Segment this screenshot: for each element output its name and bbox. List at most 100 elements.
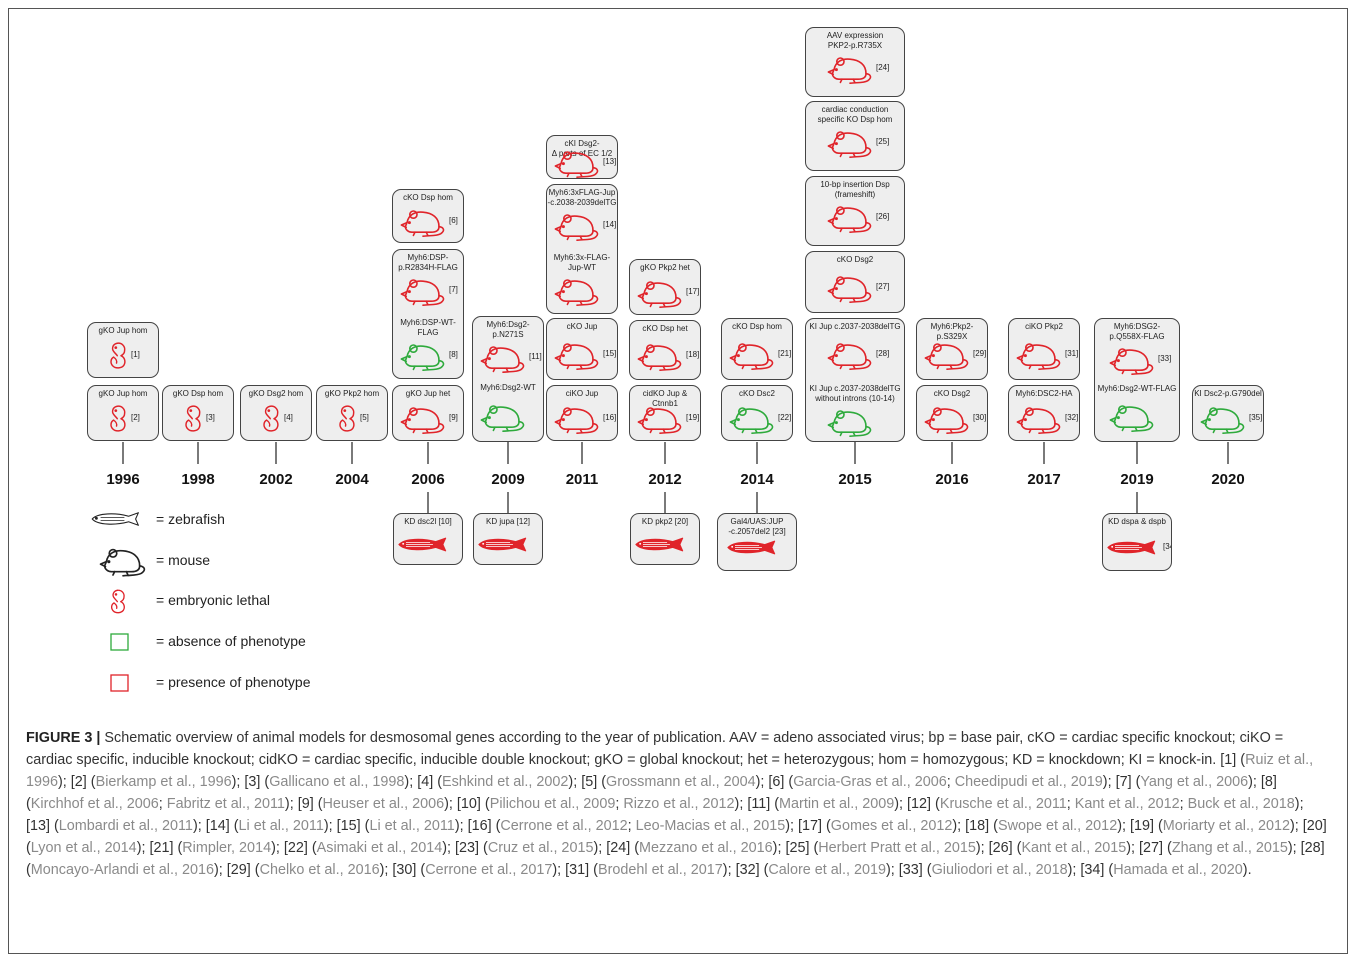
citation-link[interactable]: Grossmann et al., 2004 <box>606 774 756 790</box>
model-label: Myh6:Dsg2-WT <box>473 383 543 393</box>
caption-text: ); [11] ( <box>734 796 780 812</box>
mouse-icon <box>826 126 874 163</box>
model-label-line: Myh6:Pkp2-p.S329X <box>930 322 974 341</box>
citation-link[interactable]: Moriarty et al., 2012 <box>1162 818 1290 834</box>
citation-link[interactable]: Garcia-Gras et al., 2006 <box>793 774 947 790</box>
citation-link[interactable]: Fabritz et al., 2011 <box>166 796 285 812</box>
year-label: 2009 <box>491 471 525 488</box>
citation-link[interactable]: Pilichou et al., 2009 <box>489 796 616 812</box>
model-box: cidKO Jup & Ctnnb1 [19] <box>629 385 701 441</box>
mouse-icon <box>826 405 874 441</box>
model-box: Myh6:Dsg2- p.N271S [11] Myh6:Dsg2-WT <box>472 316 544 442</box>
year-label: 1996 <box>106 471 140 488</box>
model-label: Myh6:DSP-p.R2834H-FLAG <box>393 253 463 273</box>
citation-link[interactable]: Mezzano et al., 2016 <box>639 840 773 856</box>
model-label: gKO Dsp hom <box>163 389 233 399</box>
model-box: KI Dsc2-p.G790del [35] <box>1192 385 1264 441</box>
citation-link[interactable]: Lombardi et al., 2011 <box>58 818 193 834</box>
citation-link[interactable]: Buck et al., 2018 <box>1187 796 1295 812</box>
citation-link[interactable]: Cruz et al., 2015 <box>487 840 594 856</box>
legend-label: = presence of phenotype <box>156 674 311 690</box>
citation-link[interactable]: Calore et al., 2019 <box>768 862 886 878</box>
citation-link[interactable]: Giuliodori et al., 2018 <box>931 862 1068 878</box>
caption-text: ); [23] ( <box>442 840 488 856</box>
caption-text: ); [14] ( <box>192 818 239 834</box>
model-label-line: gKO Pkp2 hom <box>324 389 380 398</box>
model-label-line: cKO Dsg2 <box>836 255 874 264</box>
model-label-line: cKO Dsp het <box>642 324 688 333</box>
model-reference: [13] <box>603 157 617 166</box>
model-box: cKO Dsg2 [27] <box>805 251 905 313</box>
caption-text: ); [24] ( <box>593 840 640 856</box>
caption-text: ); [6] ( <box>755 774 794 790</box>
model-reference: [15] <box>603 349 617 358</box>
citation-link[interactable]: Cerrone et al., 2017 <box>425 862 553 878</box>
citation-link[interactable]: Cheedipudi et al., 2019 <box>954 774 1103 790</box>
citation-link[interactable]: Kirchhof et al., 2006 <box>30 796 159 812</box>
model-label-line: (frameshift) <box>834 190 876 199</box>
citation-link[interactable]: Gomes et al., 2012 <box>830 818 953 834</box>
caption-text: ); [9] ( <box>284 796 323 812</box>
mouse-icon <box>399 402 447 439</box>
citation-link[interactable]: Moncayo-Arlandi et al., 2016 <box>30 862 214 878</box>
model-label-line: KI Jup c.2037-2038delTG <box>809 322 901 331</box>
model-label: cKO Dsp het <box>630 324 700 334</box>
citation-link[interactable]: Leo-Macias et al., 2015 <box>635 818 786 834</box>
citation-link[interactable]: Ruiz et al., 1996 <box>26 752 1314 790</box>
citation-link[interactable]: Heuser et al., 2006 <box>322 796 445 812</box>
year-label: 1998 <box>181 471 215 488</box>
zebrafish-model-box: KD pkp2 [20] <box>630 513 700 565</box>
citation-link[interactable]: Hamada et al., 2020 <box>1113 862 1243 878</box>
citation-link[interactable]: Lyon et al., 2014 <box>30 840 137 856</box>
model-label: Myh6:3xFLAG-Jup -c.2038-2039delTG <box>547 188 617 208</box>
citation-link[interactable]: Chelko et al., 2016 <box>259 862 380 878</box>
caption-text: ); [13] ( <box>26 796 1304 834</box>
citation-link[interactable]: Brodehl et al., 2017 <box>597 862 723 878</box>
citation-link[interactable]: Krusche et al., 2011 <box>939 796 1067 812</box>
year-label: 2002 <box>259 471 293 488</box>
timeline-figure: gKO Jup hom [1] gKO Jup hom [2] gKO Dsp ho… <box>87 27 1264 692</box>
model-label: Myh6:Dsg2- p.N271S <box>473 320 543 340</box>
mouse-icon <box>1015 338 1063 375</box>
model-reference: [26] <box>876 212 890 221</box>
citation-link[interactable]: Rizzo et al., 2012 <box>623 796 735 812</box>
model-label-line: Myh6:Dsg2-WT <box>480 383 536 392</box>
caption-text: ); [21] ( <box>136 840 183 856</box>
citation-link[interactable]: Kant et al., 2012 <box>1074 796 1180 812</box>
model-label-line: cKO Dsp hom <box>403 193 453 202</box>
citation-link[interactable]: Bierkamp et al., 1996 <box>95 774 232 790</box>
citation-link[interactable]: Eshkind et al., 2002 <box>442 774 569 790</box>
model-box: cKO Dsc2 [22] <box>721 385 793 441</box>
model-label: Myh6:Pkp2-p.S329X <box>917 322 987 342</box>
citation-link[interactable]: Yang et al., 2006 <box>1140 774 1249 790</box>
model-box: cKO Dsp het [18] <box>629 320 701 380</box>
mouse-icon <box>1108 343 1156 380</box>
model-box: cKO Dsg2 [30] <box>916 385 988 441</box>
caption-text: ); [31] ( <box>552 862 598 878</box>
model-box: gKO Jup het [9] <box>392 385 464 441</box>
citation-link[interactable]: Gallicano et al., 1998 <box>269 774 405 790</box>
model-box: Myh6:DSP-p.R2834H-FLAG [7] Myh6:DSP-WT- FL… <box>392 249 464 379</box>
model-box: gKO Pkp2 hom [5] <box>316 385 388 441</box>
citation-link[interactable]: Cerrone et al., 2012 <box>500 818 628 834</box>
caption-text: ); [30] ( <box>379 862 426 878</box>
citation-link[interactable]: Li et al., 2011 <box>238 818 324 834</box>
caption-text: ); [12] ( <box>894 796 940 812</box>
citation-link[interactable]: Martin et al., 2009 <box>779 796 895 812</box>
caption-text: ); [7] ( <box>1102 774 1141 790</box>
model-label-line: -c.2057del2 [23] <box>728 527 786 536</box>
mouse-icon <box>1015 402 1063 439</box>
model-label: KD jupa [12] <box>474 517 542 527</box>
citation-link[interactable]: Rimpler, 2014 <box>182 840 272 856</box>
model-label: gKO Pkp2 het <box>630 263 700 273</box>
caption-text: ); [25] ( <box>772 840 819 856</box>
citation-link[interactable]: Herbert Pratt et al., 2015 <box>818 840 976 856</box>
model-label: ciKO Jup <box>547 389 617 399</box>
citation-link[interactable]: Swope et al., 2012 <box>997 818 1118 834</box>
model-label-line: cKI Dsg2- <box>564 139 600 148</box>
citation-link[interactable]: Li et al., 2011 <box>369 818 455 834</box>
legend-label: = mouse <box>156 552 211 568</box>
citation-link[interactable]: Zhang et al., 2015 <box>1171 840 1288 856</box>
citation-link[interactable]: Asimaki et al., 2014 <box>316 840 443 856</box>
citation-link[interactable]: Kant et al., 2015 <box>1021 840 1127 856</box>
